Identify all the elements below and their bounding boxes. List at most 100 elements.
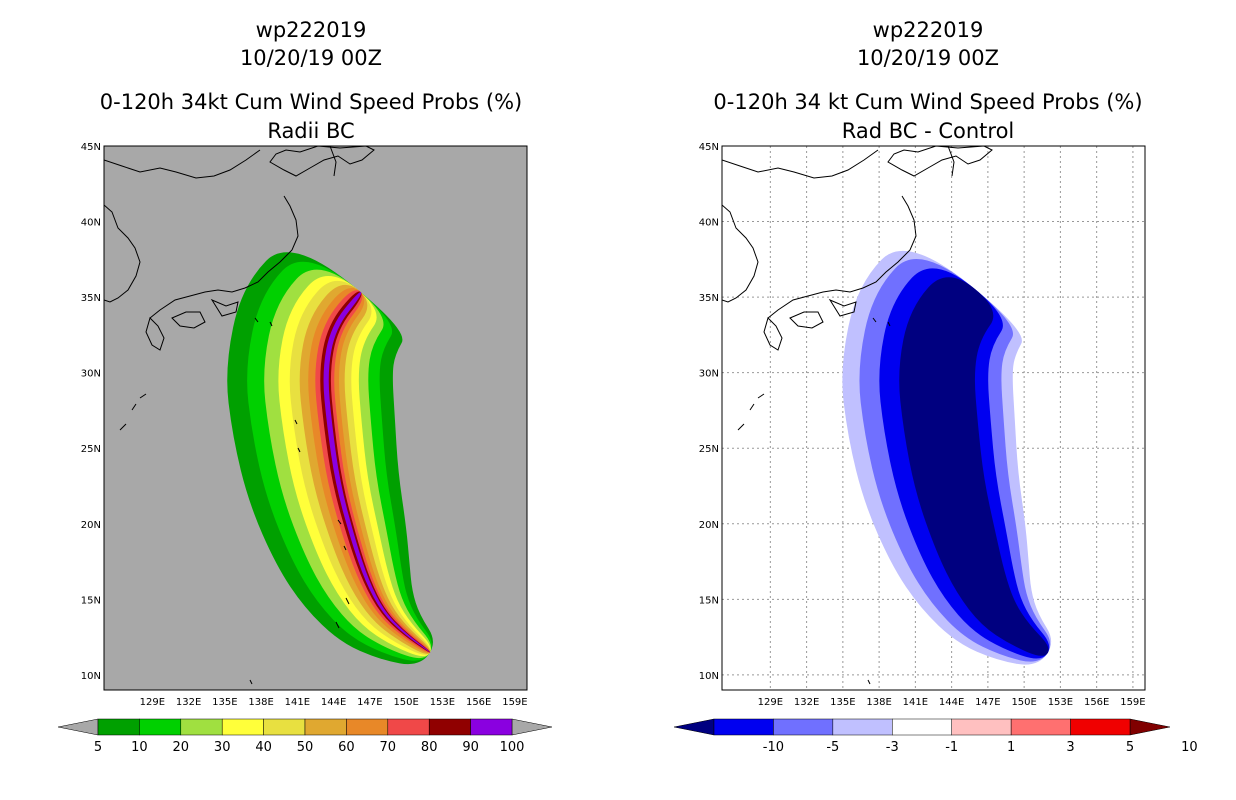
colorbar-swatch	[346, 718, 389, 736]
left-y-tick-label: 40N	[81, 218, 101, 229]
colorbar-swatch	[180, 718, 223, 736]
right-x-tick-label: 138E	[866, 697, 891, 708]
left-x-tick-label: 138E	[248, 697, 273, 708]
colorbar-label: 70	[380, 740, 397, 755]
left-title-product: 0-120h 34kt Cum Wind Speed Probs (%)	[99, 90, 523, 114]
right-x-tick-label: 135E	[830, 697, 855, 708]
left-probability-bands	[227, 252, 433, 665]
right-y-tick-label: 40N	[699, 218, 719, 229]
colorbar-label: 20	[173, 740, 190, 755]
right-y-tick-label: 45N	[699, 142, 719, 153]
left-x-axis: 129E 132E 135E 138E 141E 144E 147E 150E 153E 156E…	[140, 697, 528, 708]
left-y-tick-label: 20N	[81, 520, 101, 531]
colorbar-label: 40	[255, 740, 272, 755]
left-x-tick-label: 159E	[502, 697, 527, 708]
colorbar-swatch	[428, 718, 471, 736]
colorbar-swatch	[713, 718, 774, 736]
right-x-axis: 129E 132E 135E 138E 141E 144E 147E 150E 153E 156E…	[758, 697, 1146, 708]
right-x-tick-label: 129E	[758, 697, 783, 708]
colorbar-label: -10	[763, 740, 784, 755]
colorbar-label: -1	[945, 740, 958, 755]
right-title-date: 10/20/19 00Z	[856, 46, 1000, 70]
left-title-subtitle: Radii BC	[267, 119, 355, 143]
left-map-chart: 10N 15N 20N 25N 30N 35N 40N 45N 129E 132E 135E 138…	[57, 142, 553, 755]
right-x-tick-label: 141E	[903, 697, 928, 708]
right-y-tick-label: 10N	[699, 671, 719, 682]
right-x-tick-label: 153E	[1048, 697, 1073, 708]
left-y-tick-label: 25N	[81, 444, 101, 455]
colorbar-left-arrow	[673, 718, 715, 736]
right-y-tick-label: 15N	[699, 595, 719, 606]
left-prob-band-80	[320, 291, 431, 653]
right-x-tick-label: 150E	[1011, 697, 1036, 708]
colorbar-label: 3	[1066, 740, 1074, 755]
colorbar-swatch	[139, 718, 182, 736]
left-x-tick-label: 147E	[357, 697, 382, 708]
left-y-axis: 10N 15N 20N 25N 30N 35N 40N 45N	[81, 142, 101, 682]
colorbar-swatch	[263, 718, 306, 736]
right-title-storm-id: wp222019	[872, 18, 984, 42]
colorbar-label: 10	[1181, 740, 1198, 755]
right-title-product: 0-120h 34 kt Cum Wind Speed Probs (%)	[713, 90, 1143, 114]
right-x-tick-label: 132E	[794, 697, 819, 708]
left-x-tick-label: 156E	[466, 697, 491, 708]
left-x-tick-label: 129E	[140, 697, 165, 708]
colorbar-label: 5	[1126, 740, 1134, 755]
right-y-tick-label: 25N	[699, 444, 719, 455]
left-x-tick-label: 132E	[176, 697, 201, 708]
left-title-storm-id: wp222019	[255, 18, 367, 42]
colorbar-label: 90	[462, 740, 479, 755]
left-colorbar: 5 10 20 30 40 50 60 70 80 90 100	[57, 718, 553, 755]
left-prob-band-90	[323, 292, 431, 653]
left-x-tick-label: 141E	[285, 697, 310, 708]
right-y-tick-label: 20N	[699, 520, 719, 531]
right-x-tick-label: 144E	[939, 697, 964, 708]
colorbar-label: 1	[1007, 740, 1015, 755]
right-coastlines	[722, 146, 993, 685]
colorbar-swatch	[304, 718, 347, 736]
colorbar-label: 100	[500, 740, 525, 755]
colorbar-label: -3	[886, 740, 899, 755]
left-y-tick-label: 30N	[81, 369, 101, 380]
colorbar-swatch	[1070, 718, 1131, 736]
colorbar-label: 30	[214, 740, 231, 755]
colorbar-swatch	[1010, 718, 1071, 736]
left-y-tick-label: 10N	[81, 671, 101, 682]
right-diff-band--10	[899, 277, 1049, 656]
left-y-tick-label: 45N	[81, 142, 101, 153]
colorbar-swatch	[951, 718, 1012, 736]
colorbar-label: 60	[338, 740, 355, 755]
right-y-tick-label: 30N	[699, 369, 719, 380]
left-map-frame	[103, 145, 528, 691]
left-x-tick-label: 150E	[393, 697, 418, 708]
right-map-frame	[721, 145, 1146, 691]
colorbar-swatch	[832, 718, 893, 736]
right-map-chart: 10N 15N 20N 25N 30N 35N 40N 45N 129E 132E 135E 138…	[673, 142, 1198, 755]
right-difference-bands	[842, 250, 1052, 665]
colorbar-left-arrow	[57, 718, 99, 736]
colorbar-label: 50	[297, 740, 314, 755]
right-colorbar: -10 -5 -3 -1 1 3 5 10	[673, 718, 1198, 755]
right-y-tick-label: 35N	[699, 293, 719, 304]
colorbar-swatch	[387, 718, 430, 736]
right-x-tick-label: 147E	[975, 697, 1000, 708]
colorbar-swatch	[470, 718, 513, 736]
left-coastlines	[104, 146, 375, 685]
left-title-date: 10/20/19 00Z	[239, 46, 383, 70]
colorbar-label: 10	[131, 740, 148, 755]
colorbar-label: 80	[421, 740, 438, 755]
colorbar-swatch	[773, 718, 834, 736]
right-y-axis: 10N 15N 20N 25N 30N 35N 40N 45N	[699, 142, 719, 682]
left-x-tick-label: 135E	[212, 697, 237, 708]
left-y-tick-label: 35N	[81, 293, 101, 304]
colorbar-swatch	[221, 718, 264, 736]
colorbar-right-arrow	[511, 718, 553, 736]
left-x-tick-label: 144E	[321, 697, 346, 708]
left-x-tick-label: 153E	[430, 697, 455, 708]
colorbar-right-arrow	[1129, 718, 1171, 736]
colorbar-label: 5	[94, 740, 102, 755]
right-x-tick-label: 156E	[1084, 697, 1109, 708]
right-x-tick-label: 159E	[1120, 697, 1145, 708]
left-y-tick-label: 15N	[81, 595, 101, 606]
colorbar-label: -5	[826, 740, 839, 755]
